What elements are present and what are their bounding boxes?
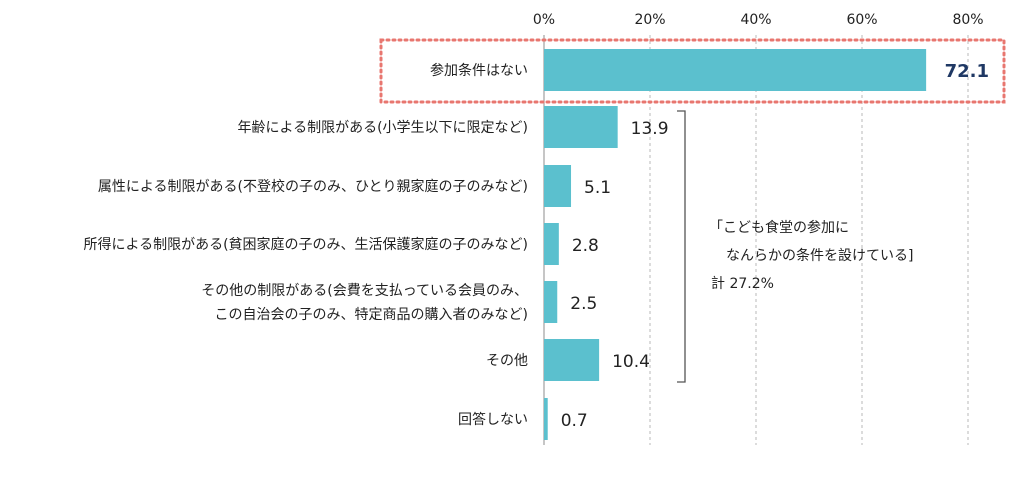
data-label: 2.8: [572, 236, 599, 256]
data-labels: 72.1 13.9 5.1 2.8 2.5 10.4 0.7: [561, 61, 989, 431]
bar: [544, 281, 558, 323]
tick-label: 40%: [740, 12, 771, 28]
tick-label: 80%: [952, 12, 983, 28]
bar: [544, 223, 559, 265]
bar: [544, 106, 618, 148]
bar: [544, 339, 600, 381]
highlight-box: [379, 38, 1006, 104]
bracket: [677, 110, 686, 383]
category-label: その他の制限がある(会費を支払っている会員のみ、: [201, 283, 528, 299]
bracket-note-line: 計 27.2%: [711, 276, 774, 292]
data-label: 10.4: [612, 352, 650, 372]
tick-label: 0%: [533, 12, 555, 28]
bracket-note-line: 「こども食堂の参加に: [709, 219, 849, 236]
bars: [544, 49, 927, 440]
data-label: 2.5: [570, 294, 597, 314]
data-label: 13.9: [631, 119, 669, 139]
tick-label: 20%: [634, 12, 665, 28]
grid-lines: [649, 35, 969, 445]
bar: [544, 398, 548, 440]
category-label: 参加条件はない: [430, 62, 528, 79]
bar: [544, 49, 927, 91]
data-label: 72.1: [945, 61, 989, 82]
category-label: 属性による制限がある(不登校の子のみ、ひとり親家庭の子のみなど): [98, 178, 528, 195]
bracket-note-line: なんらかの条件を設けている]: [726, 247, 913, 264]
bar: [544, 165, 572, 207]
category-label: この自治会の子のみ、特定商品の購入者のみなど): [215, 307, 528, 323]
category-label: 年齢による制限がある(小学生以下に限定など): [237, 120, 528, 136]
tick-labels: 0% 20% 40% 60% 80%: [533, 12, 984, 28]
tick-label: 60%: [846, 12, 877, 28]
data-label: 5.1: [584, 178, 611, 198]
category-label: その他: [486, 353, 528, 369]
category-label: 所得による制限がある(貧困家庭の子のみ、生活保護家庭の子のみなど): [83, 236, 528, 253]
category-label: 回答しない: [458, 411, 528, 428]
data-label: 0.7: [561, 411, 588, 431]
highlight-box: [379, 38, 1006, 104]
